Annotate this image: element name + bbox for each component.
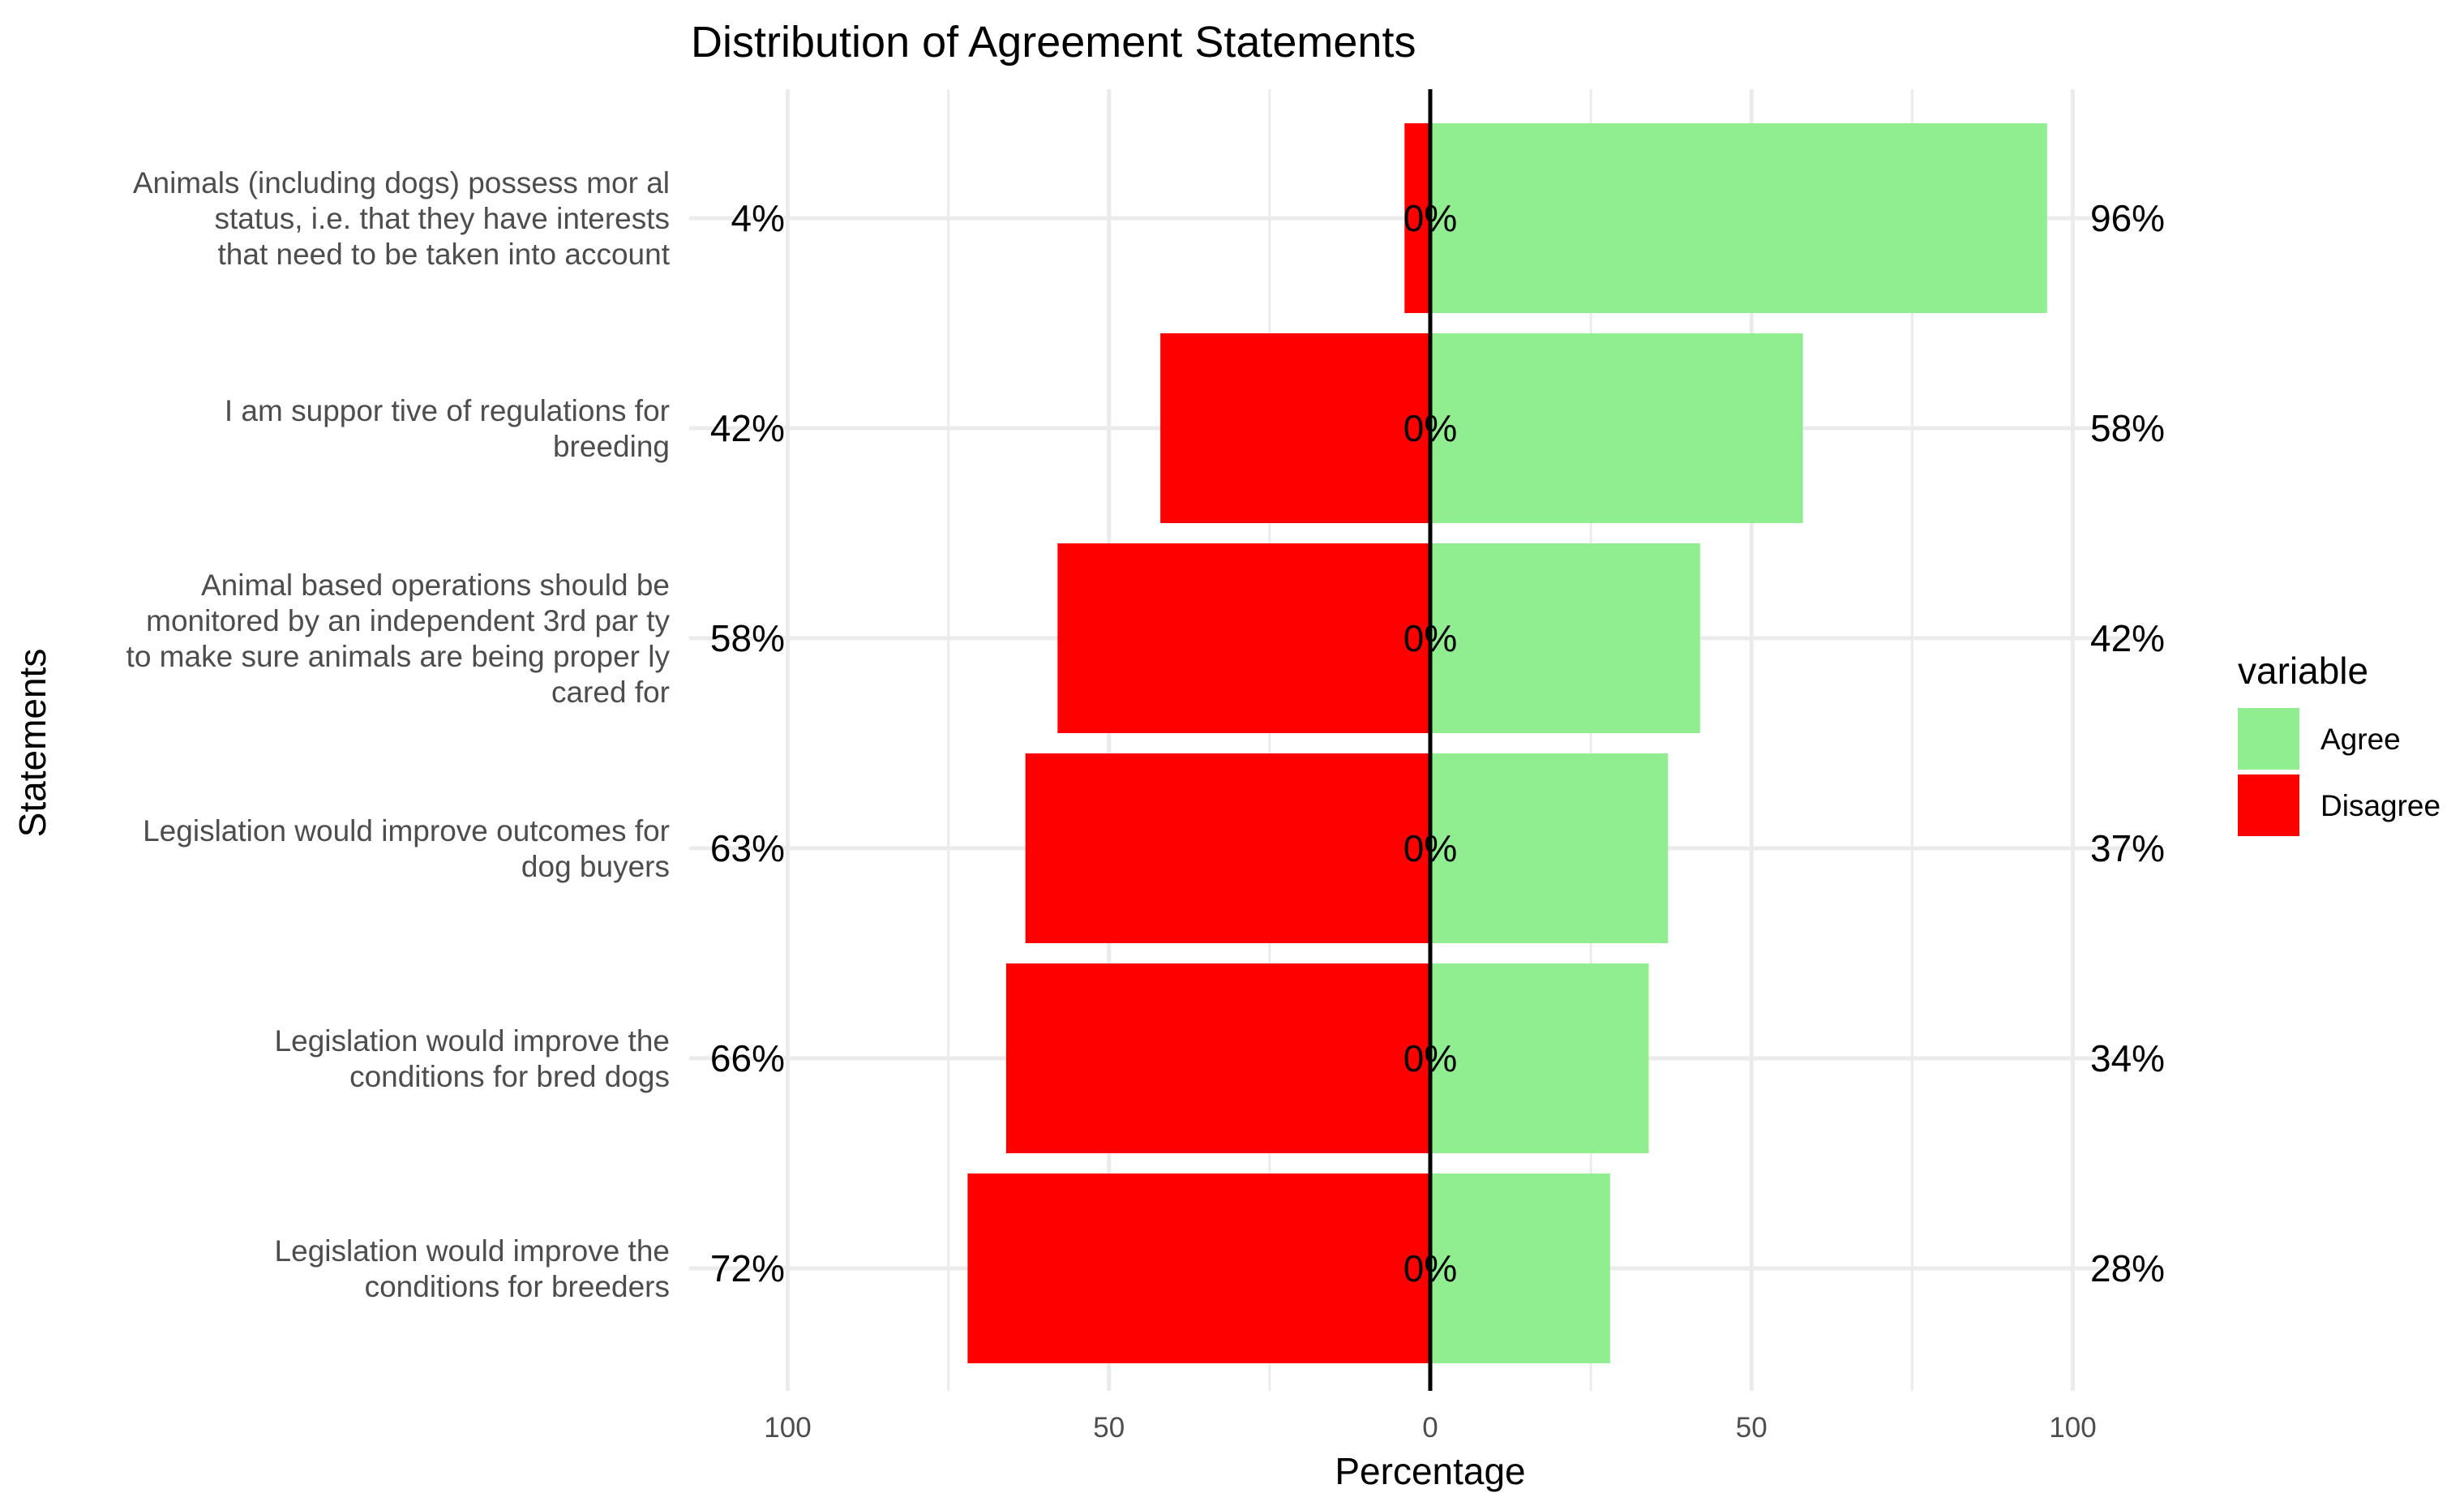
bar-disagree [1005,963,1430,1153]
bar-disagree [1160,333,1430,523]
x-tick-label: 0 [1422,1412,1438,1444]
bar-disagree [1057,543,1430,733]
bar-agree [1430,543,1700,733]
disagree-value-label: 66% [710,1037,785,1079]
legend-key-disagree [2238,774,2299,836]
x-tick-label: 50 [1736,1412,1768,1444]
bar-agree [1430,1173,1610,1363]
agree-value-label: 37% [2090,827,2165,869]
category-label: Legislation would improve the conditions … [275,1234,670,1303]
agree-value-label: 42% [2090,617,2165,659]
bar-disagree [1025,753,1430,943]
category-label: Legislation would improve the conditions … [275,1024,670,1093]
x-tick-label: 100 [764,1412,811,1444]
bar-disagree [967,1173,1430,1363]
y-axis-title: Statements [11,649,54,838]
category-label: Legislation would improve outcomes for do… [143,814,670,883]
disagree-value-label: 72% [710,1247,785,1289]
agree-value-label: 96% [2090,197,2165,239]
disagree-value-label: 4% [731,197,785,239]
disagree-value-label: 58% [710,617,785,659]
x-tick-label: 50 [1093,1412,1125,1444]
agree-value-label: 58% [2090,407,2165,449]
agree-value-label: 34% [2090,1037,2165,1079]
chart-title: Distribution of Agreement Statements [691,18,1416,67]
legend-key-agree [2238,708,2299,770]
legend-label-disagree: Disagree [2320,789,2440,822]
x-axis-title: Percentage [1335,1450,1525,1492]
category-label: Animal based operations should be monitor… [126,569,671,709]
legend-label-agree: Agree [2320,723,2401,756]
bar-agree [1430,123,2047,313]
bar-agree [1430,753,1669,943]
bar-disagree [1404,123,1430,313]
disagree-value-label: 42% [710,407,785,449]
x-tick-label: 100 [2049,1412,2096,1444]
category-label: Animals (including dogs) possess mor al s… [133,166,671,271]
category-label: I am suppor tive of regulations for breed… [225,394,670,463]
bar-agree [1430,963,1649,1153]
legend-title: variable [2238,650,2368,692]
agree-value-label: 28% [2090,1247,2165,1289]
bar-agree [1430,333,1803,523]
disagree-value-label: 63% [710,827,785,869]
